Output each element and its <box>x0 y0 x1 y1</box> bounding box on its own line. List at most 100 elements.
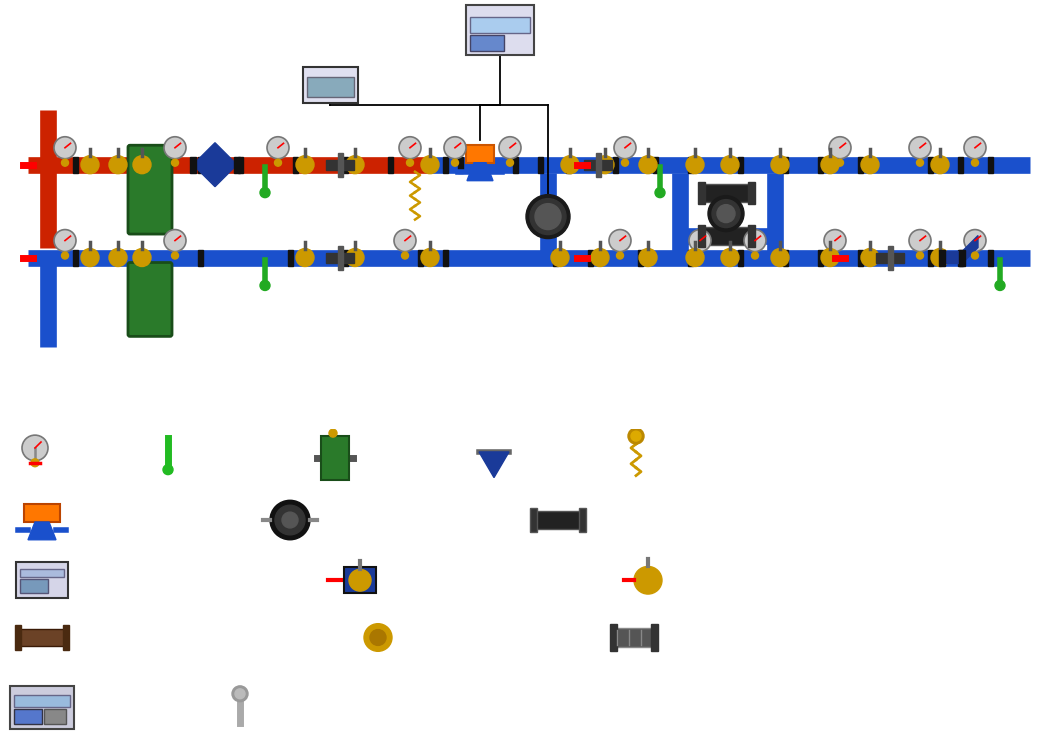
Bar <box>8 492 1035 549</box>
Bar <box>888 245 893 270</box>
Circle shape <box>712 200 739 227</box>
Bar <box>44 709 66 724</box>
Circle shape <box>364 623 392 651</box>
Bar <box>470 17 530 33</box>
Circle shape <box>31 459 39 467</box>
Bar <box>637 249 642 266</box>
Bar <box>988 157 993 172</box>
Circle shape <box>349 569 371 591</box>
Text: - циркуляционный насос: - циркуляционный насос <box>322 513 532 528</box>
Circle shape <box>634 566 662 594</box>
Bar <box>596 153 601 177</box>
Circle shape <box>628 428 644 444</box>
Text: - обратный клапан муфтовый: - обратный клапан муфтовый <box>412 630 664 645</box>
Bar <box>326 252 354 263</box>
Text: - регулятор перепада давления: - регулятор перепада давления <box>668 450 941 465</box>
Circle shape <box>909 137 931 159</box>
Circle shape <box>421 156 439 174</box>
Bar <box>458 157 462 172</box>
Polygon shape <box>28 522 56 540</box>
Bar <box>927 157 932 172</box>
Bar <box>8 610 1035 664</box>
Bar <box>73 249 77 266</box>
Circle shape <box>971 159 978 166</box>
Bar <box>15 625 21 651</box>
Bar <box>553 249 558 266</box>
Circle shape <box>164 230 186 252</box>
Circle shape <box>622 159 629 166</box>
Text: - виброизоляционная вставка: - виброизоляционная вставка <box>668 630 921 645</box>
Bar <box>14 709 42 724</box>
FancyBboxPatch shape <box>128 145 172 234</box>
Bar <box>73 157 77 172</box>
Bar <box>587 249 592 266</box>
Circle shape <box>260 280 270 291</box>
Bar <box>737 157 743 172</box>
Text: - контроллер: - контроллер <box>84 700 195 715</box>
Circle shape <box>535 203 561 230</box>
Circle shape <box>717 205 735 223</box>
Circle shape <box>274 159 282 166</box>
Bar <box>579 508 586 532</box>
Bar <box>687 249 693 266</box>
Bar <box>8 553 1035 607</box>
Text: - регулятор температуры: - регулятор температуры <box>74 513 291 528</box>
Bar <box>338 153 342 177</box>
Bar <box>342 157 347 172</box>
Circle shape <box>62 252 69 259</box>
Text: - грязевик: - грязевик <box>367 450 455 465</box>
Circle shape <box>81 248 99 267</box>
Bar <box>584 160 612 169</box>
Bar <box>8 429 1035 486</box>
Circle shape <box>110 156 127 174</box>
Bar <box>857 157 863 172</box>
Text: - ультразвуковой теплосчетчик: - ультразвуковой теплосчетчик <box>590 513 858 528</box>
Circle shape <box>507 159 513 166</box>
Circle shape <box>62 159 69 166</box>
Circle shape <box>964 137 986 159</box>
Circle shape <box>708 196 744 232</box>
Bar <box>197 157 202 172</box>
Circle shape <box>752 252 758 259</box>
Circle shape <box>296 248 314 267</box>
Circle shape <box>164 137 186 159</box>
Bar <box>190 157 196 172</box>
Circle shape <box>171 252 178 259</box>
Circle shape <box>282 512 298 528</box>
Text: - вычислитель теплосчетчика: - вычислитель теплосчетчика <box>78 573 332 588</box>
Bar <box>302 67 358 103</box>
Bar <box>857 249 863 266</box>
Circle shape <box>639 156 657 174</box>
Circle shape <box>836 159 844 166</box>
Bar <box>442 249 447 266</box>
Circle shape <box>22 435 48 461</box>
Circle shape <box>824 230 846 252</box>
Bar <box>565 157 571 172</box>
Circle shape <box>609 230 631 252</box>
Circle shape <box>110 248 127 267</box>
Polygon shape <box>942 236 978 264</box>
Bar <box>338 245 342 270</box>
Circle shape <box>971 252 978 259</box>
Bar <box>238 157 243 172</box>
Circle shape <box>931 248 949 267</box>
Bar <box>698 224 704 246</box>
Bar <box>8 667 1035 748</box>
Bar <box>417 249 422 266</box>
Bar <box>512 157 517 172</box>
Circle shape <box>530 199 566 235</box>
Circle shape <box>346 248 364 267</box>
Circle shape <box>862 156 879 174</box>
Bar <box>536 511 580 529</box>
Circle shape <box>631 431 641 441</box>
Bar <box>14 695 70 706</box>
Bar <box>876 252 904 263</box>
Bar <box>651 623 658 651</box>
Circle shape <box>697 252 703 259</box>
Bar <box>701 227 751 245</box>
Bar <box>342 249 347 266</box>
Circle shape <box>721 156 739 174</box>
Bar <box>20 579 48 593</box>
Bar <box>610 623 617 651</box>
Circle shape <box>421 248 439 267</box>
